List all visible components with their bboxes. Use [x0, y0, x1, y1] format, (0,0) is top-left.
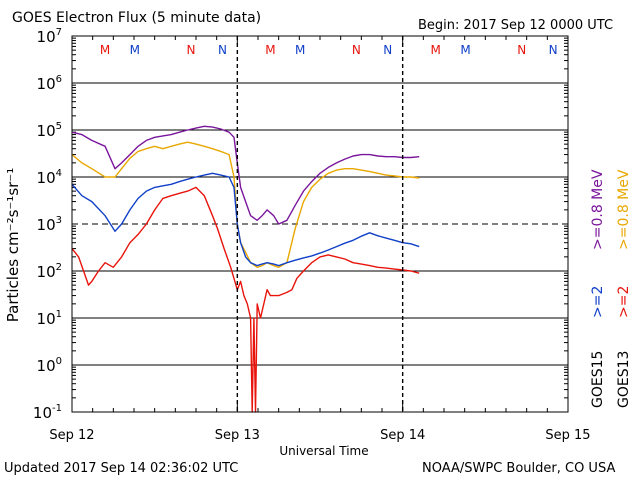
- y-tick-base: 10: [37, 310, 56, 328]
- y-tick-exponent: 6: [56, 74, 62, 85]
- y-tick-exponent: 1: [56, 309, 62, 320]
- satellite-marker: N: [383, 43, 392, 57]
- legend-entry: >=2: [590, 286, 606, 318]
- y-tick-base: 10: [37, 28, 56, 46]
- y-axis-label: Particles cm⁻²s⁻¹sr⁻¹: [4, 168, 22, 322]
- satellite-marker: M: [295, 43, 305, 57]
- y-tick-label: 103: [37, 215, 62, 234]
- legend-satellite-label: GOES15: [590, 351, 606, 408]
- x-tick-label: Sep 13: [215, 428, 260, 443]
- y-tick-label: 105: [37, 121, 62, 140]
- y-tick-exponent: 4: [56, 168, 62, 179]
- x-axis-label: Universal Time: [279, 444, 368, 458]
- y-tick-exponent: -1: [52, 403, 62, 414]
- y-tick-exponent: 0: [56, 356, 62, 367]
- satellite-marker: M: [265, 43, 275, 57]
- legend-entry: >=0.8 MeV: [590, 169, 606, 250]
- y-tick-exponent: 2: [56, 262, 62, 273]
- y-tick-label: 107: [37, 27, 62, 46]
- begin-date: Begin: 2017 Sep 12 0000 UTC: [418, 18, 614, 33]
- y-tick-base: 10: [37, 75, 56, 93]
- x-tick-labels: Sep 12 Sep 13 Sep 14 Sep 15: [49, 428, 590, 443]
- y-tick-base: 10: [37, 122, 56, 140]
- plot-frame: [71, 35, 569, 413]
- series-line: [71, 172, 420, 267]
- satellite-marker: M: [460, 43, 470, 57]
- series-line: [71, 186, 420, 413]
- satellite-marker: N: [517, 43, 526, 57]
- y-tick-label: 102: [37, 262, 62, 281]
- y-tick-base: 10: [37, 263, 56, 281]
- y-tick-base: 10: [37, 216, 56, 234]
- satellite-marker: N: [549, 43, 558, 57]
- satellite-marker: M: [130, 43, 140, 57]
- satellite-marker: N: [352, 43, 361, 57]
- satellite-marker: M: [100, 43, 110, 57]
- y-tick-exponent: 3: [56, 215, 62, 226]
- satellite-marker: M: [431, 43, 441, 57]
- updated-timestamp: Updated 2017 Sep 14 02:36:02 UTC: [4, 461, 239, 476]
- legend-entry: >=2: [616, 286, 632, 318]
- y-tick-base: 10: [33, 404, 52, 422]
- x-tick-label: Sep 15: [545, 428, 590, 443]
- y-tick-base: 10: [37, 357, 56, 375]
- series-lines: [71, 125, 420, 413]
- y-tick-exponent: 5: [56, 121, 62, 132]
- series-line: [71, 141, 420, 268]
- credit-label: NOAA/SWPC Boulder, CO USA: [422, 461, 616, 476]
- y-tick-label: 106: [37, 74, 62, 93]
- y-tick-label: 100: [37, 356, 62, 375]
- gridlines: [71, 36, 569, 412]
- legend-satellite-label: GOES13: [616, 351, 632, 408]
- y-tick-exponent: 7: [56, 27, 62, 38]
- y-tick-label: 104: [37, 168, 62, 187]
- y-tick-base: 10: [37, 169, 56, 187]
- y-tick-label: 10-1: [33, 403, 62, 422]
- satellite-marker: N: [187, 43, 196, 57]
- legend-entry: >=0.8 MeV: [616, 169, 632, 250]
- series-line: [71, 125, 420, 225]
- x-tick-label: Sep 14: [380, 428, 425, 443]
- y-tick-label: 101: [37, 309, 62, 328]
- legend: GOES15 >=2 >=0.8 MeV GOES13 >=2 >=0.8 MeV: [590, 169, 632, 408]
- chart-title: GOES Electron Flux (5 minute data): [12, 10, 262, 26]
- x-tick-label: Sep 12: [49, 428, 94, 443]
- satellite-marker: N: [218, 43, 227, 57]
